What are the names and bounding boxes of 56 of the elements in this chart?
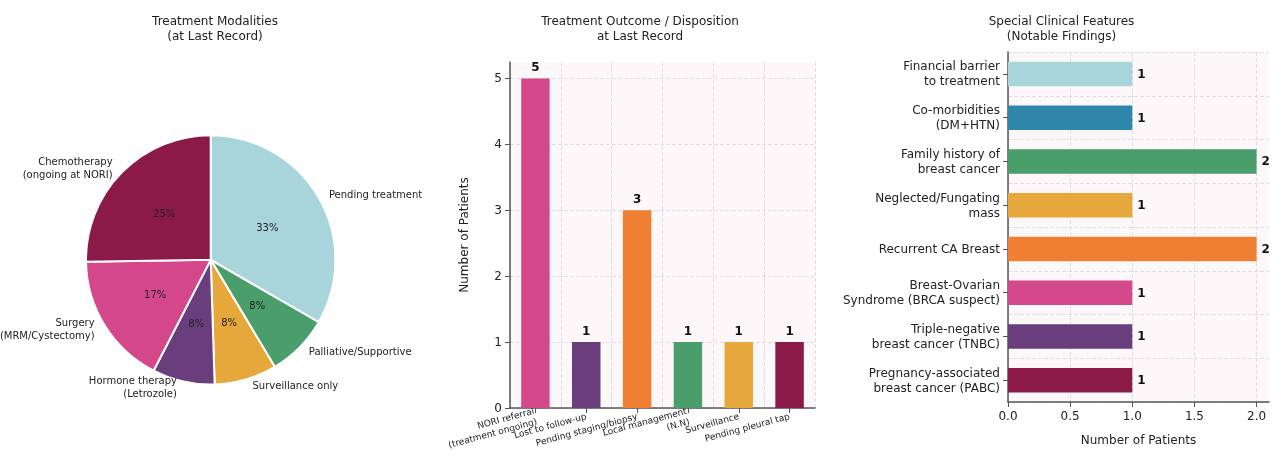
- data-label: 8%: [249, 300, 266, 312]
- data-label: 2: [1261, 154, 1270, 169]
- slice-label: Pending treatment: [328, 188, 423, 200]
- y-tick-label: Breast-Ovarian Syndrome (BRCA suspect): [842, 278, 1000, 308]
- bar: [521, 78, 550, 408]
- data-label: 1: [1137, 285, 1146, 300]
- y-axis-title: Number of Patients: [457, 177, 471, 293]
- y-tick-label: Family history of breast cancer: [900, 146, 1001, 176]
- x-tick-label: 1.0: [1122, 409, 1142, 423]
- data-label: 1: [1137, 110, 1146, 125]
- data-label: 17%: [144, 288, 167, 300]
- data-label: 1: [1137, 329, 1146, 344]
- data-label: 1: [1137, 66, 1146, 81]
- bar: [724, 342, 753, 408]
- y-tick-label: Co-morbidities (DM+HTN): [912, 103, 1000, 133]
- data-label: 8%: [188, 318, 205, 330]
- slice-label: Surveillance only: [252, 379, 339, 391]
- data-label: 1: [1137, 373, 1146, 388]
- x-tick-label: 0.0: [998, 409, 1018, 423]
- y-tick-label: 1: [494, 335, 502, 350]
- data-label: 8%: [221, 317, 238, 329]
- y-tick-label: Recurrent CA Breast: [878, 241, 1001, 256]
- data-label: 33%: [256, 221, 279, 233]
- chart-title: Treatment Modalities (at Last Record): [151, 13, 278, 43]
- slice-label: Palliative/Supportive: [308, 346, 412, 358]
- bar: [572, 342, 601, 408]
- bar: [622, 210, 652, 408]
- data-label: 1: [1137, 198, 1146, 213]
- data-label: 1: [785, 324, 794, 339]
- x-axis-title: Number of Patients: [1080, 433, 1197, 447]
- data-label: 1: [582, 324, 591, 339]
- slice-label: Surgery (MRM/Cystectomy): [0, 316, 95, 341]
- data-label: 3: [632, 192, 642, 207]
- slice-label: Hormone therapy (Letrozole): [88, 375, 177, 400]
- y-tick-label: Triple-negative breast cancer (TNBC): [871, 321, 1000, 351]
- y-tick-label: Neglected/Fungating mass: [875, 190, 1000, 220]
- data-label: 25%: [153, 208, 176, 220]
- bar: [775, 342, 804, 408]
- y-tick-label: 0: [494, 401, 502, 415]
- x-tick-label: 0.5: [1060, 409, 1080, 423]
- y-tick-label: 2: [494, 269, 502, 284]
- x-tick-label: 1.5: [1184, 409, 1204, 423]
- data-label: 5: [531, 60, 540, 75]
- y-tick-label: 3: [494, 203, 502, 218]
- slice-label: Chemotherapy (ongoing at NORI): [22, 156, 113, 181]
- chart-title: Special Clinical Features (Notable Findings): [988, 13, 1135, 43]
- y-tick-label: 4: [494, 137, 502, 152]
- data-label: 1: [683, 324, 693, 339]
- y-tick-label: Financial barrier to treatment: [903, 59, 1001, 89]
- bar: [673, 342, 703, 408]
- chart-title: Treatment Outcome / Disposition at Last Record: [540, 13, 739, 43]
- y-tick-label: Pregnancy-associated breast cancer (PABC): [868, 365, 1000, 395]
- x-tick-label: 2.0: [1247, 409, 1267, 423]
- data-label: 1: [734, 324, 743, 339]
- data-label: 2: [1261, 241, 1270, 256]
- y-tick-label: 5: [494, 71, 502, 86]
